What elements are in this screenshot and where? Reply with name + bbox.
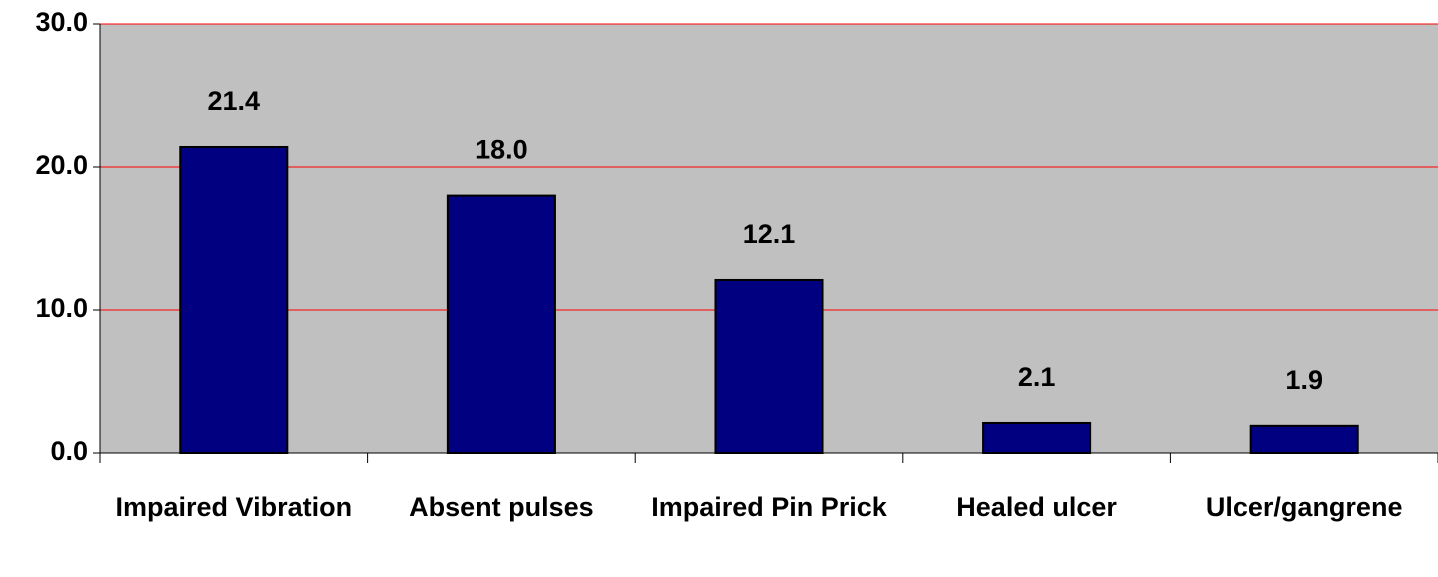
data-label: 1.9 <box>1285 365 1323 395</box>
bar <box>179 145 289 454</box>
y-tick-label: 10.0 <box>35 293 88 323</box>
x-tick-label: Healed ulcer <box>956 492 1117 522</box>
bar <box>1249 424 1359 454</box>
x-tick-label: Impaired Vibration <box>115 492 353 522</box>
x-tick-label: Impaired Pin Prick <box>651 492 887 522</box>
data-label: 2.1 <box>1018 362 1056 392</box>
y-tick-label: 30.0 <box>35 7 88 37</box>
y-tick-label: 20.0 <box>35 150 88 180</box>
bar <box>446 194 556 454</box>
bar <box>714 278 824 454</box>
bar <box>982 421 1092 455</box>
x-tick-label: Absent pulses <box>409 492 594 522</box>
y-tick-label: 0.0 <box>50 436 88 466</box>
data-label: 21.4 <box>208 86 261 116</box>
x-tick-label: Ulcer/gangrene <box>1205 492 1403 522</box>
data-label: 12.1 <box>743 219 796 249</box>
data-label: 18.0 <box>475 135 528 165</box>
